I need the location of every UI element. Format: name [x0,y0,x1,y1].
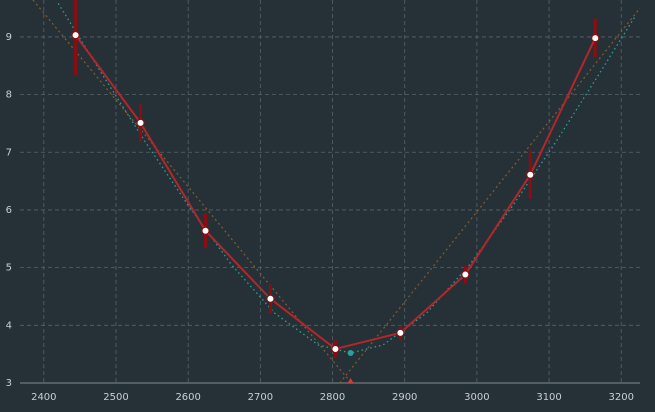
y-tick-label: 4 [6,320,12,331]
data-point [591,33,600,43]
y-tick-label: 6 [6,205,12,216]
x-tick-label: 3000 [464,392,489,403]
data-point [266,294,275,303]
data-point [331,344,340,354]
x-tick-label: 2600 [175,392,200,403]
data-point [526,170,535,179]
data-point [461,270,470,279]
y-tick-label: 7 [6,147,12,158]
y-tick-label: 5 [6,263,12,274]
data-point [396,328,405,338]
fit-minimum [347,350,354,357]
minimum-marker [347,378,354,383]
y-tick-label: 8 [6,90,12,101]
x-tick-label: 2900 [392,392,417,403]
x-tick-label: 2400 [31,392,56,403]
data-point [136,118,145,128]
y-tick-label: 9 [6,32,12,43]
data-line [74,34,597,351]
y-tick-label: 3 [6,378,12,389]
x-tick-label: 2700 [248,392,273,403]
x-tick-label: 2800 [320,392,345,403]
trend-line [339,7,641,384]
x-tick-label: 3100 [536,392,561,403]
x-tick-label: 2500 [103,392,128,403]
x-tick-label: 3200 [609,392,634,403]
data-point [71,30,80,40]
fit-curve [57,3,637,354]
data-point [201,226,210,235]
